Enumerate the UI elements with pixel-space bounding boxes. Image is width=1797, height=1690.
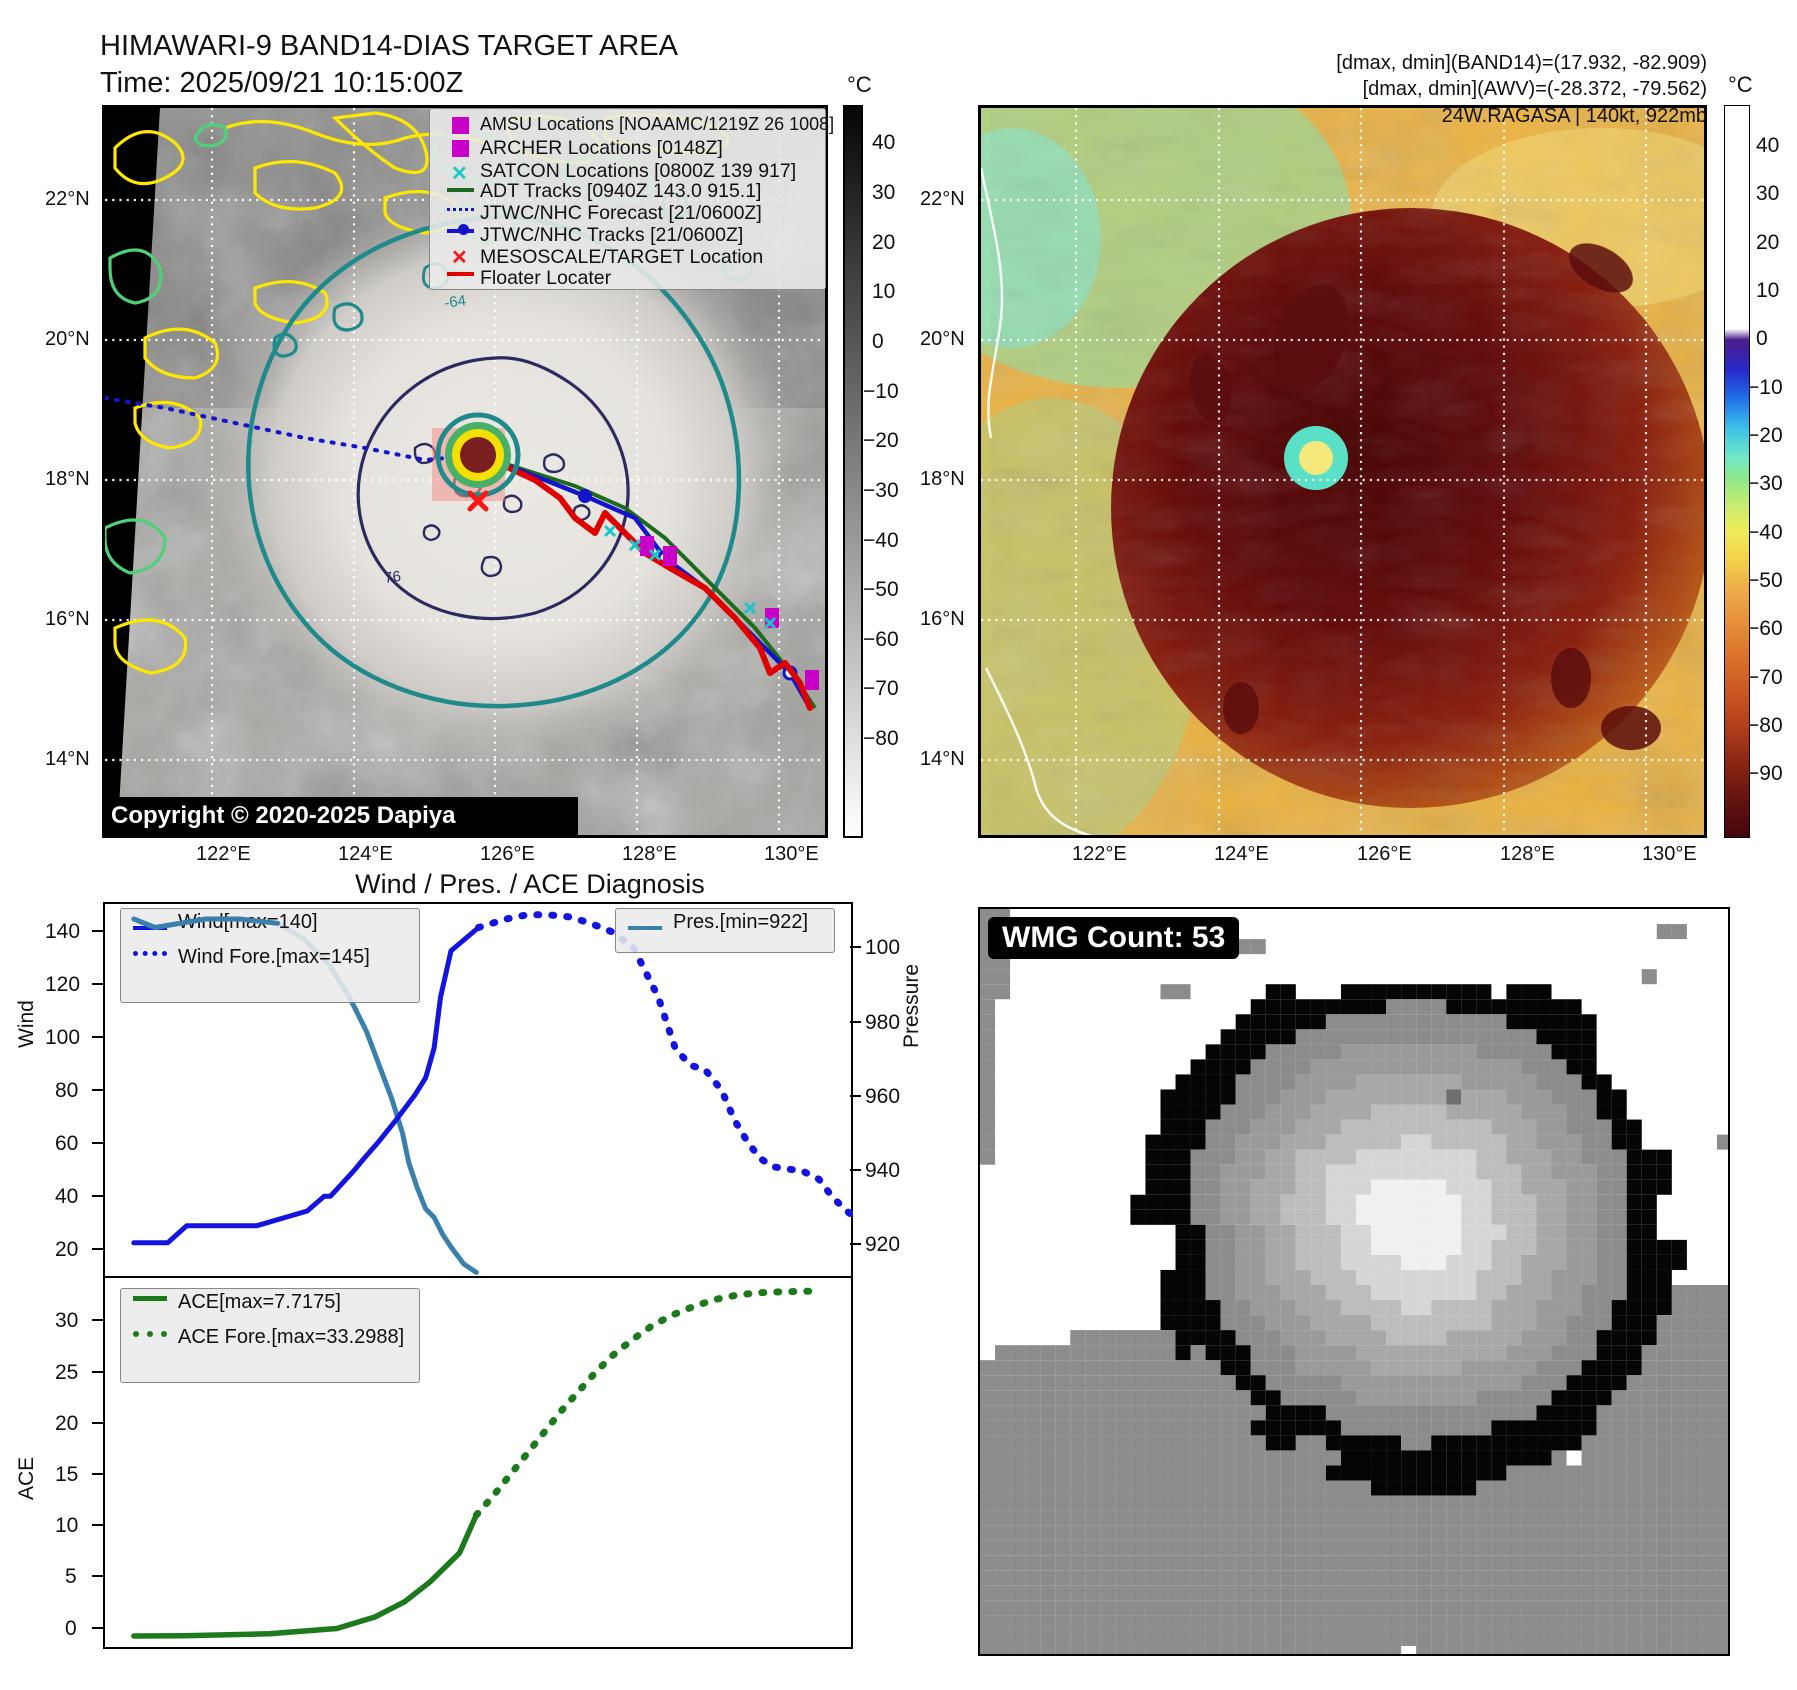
svg-text:76: 76 [383,568,402,587]
svg-text:-64: -64 [443,292,467,312]
